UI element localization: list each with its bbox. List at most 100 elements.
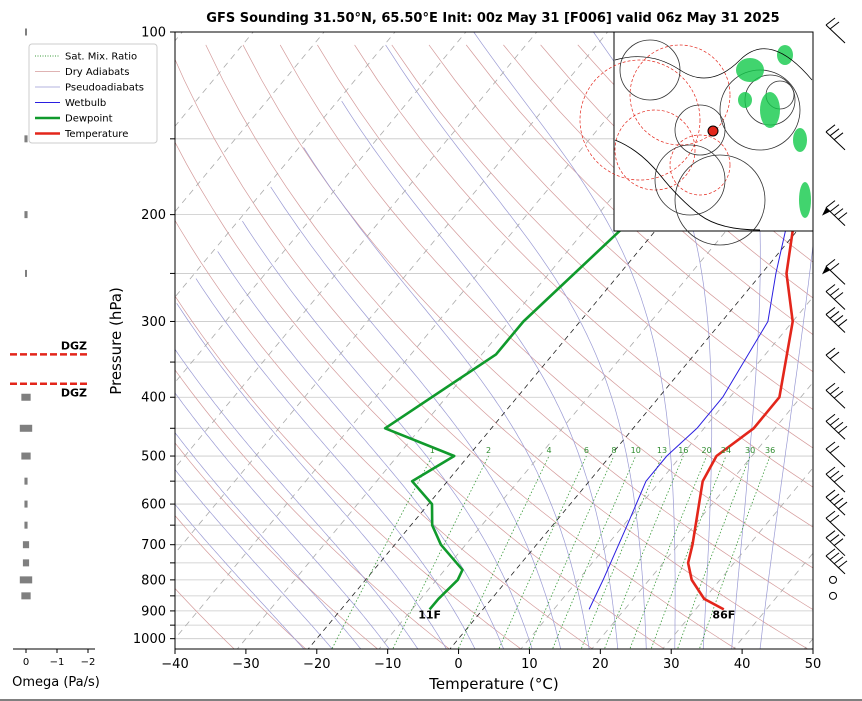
pressure-tick-label: 300 <box>141 315 166 330</box>
dgz-label: DGZ <box>61 387 87 400</box>
wind-barb-feather <box>829 552 840 561</box>
isotherm-line <box>175 32 679 640</box>
inset-precip-area <box>738 92 752 108</box>
wind-barb-feather <box>825 548 836 557</box>
legend-box <box>28 43 158 144</box>
omega-bar <box>24 500 28 508</box>
wind-barb-feather <box>829 311 840 319</box>
omega-bar <box>24 521 28 529</box>
wind-barb-feather <box>825 284 836 292</box>
pressure-tick-label: 100 <box>141 26 166 41</box>
wind-barb <box>825 284 846 310</box>
dry-adiabat-line <box>391 44 813 449</box>
mixing-ratio-labels: 1 2 4 6 8 10 13 16 20 24 30 36 <box>430 446 775 455</box>
mixing-ratio-line <box>629 455 707 649</box>
wind-barb-feather <box>825 347 836 356</box>
wind-barbs <box>812 17 848 649</box>
wind-barb-feather <box>825 441 836 450</box>
dry-adiabat-line <box>175 295 522 649</box>
inset-contour-red <box>629 44 731 146</box>
mixing-ratio-line <box>580 455 663 649</box>
wind-barb <box>825 17 846 44</box>
wind-barb-staff <box>825 389 846 409</box>
moist-adiabat-line <box>303 147 590 649</box>
temperature-tick-label: −20 <box>303 657 330 672</box>
surface-temperature-label: 86F <box>712 608 735 621</box>
isobar-grid <box>175 32 813 640</box>
wind-barb-feather <box>833 292 844 300</box>
dry-adiabat-line <box>279 44 813 569</box>
mixing-ratio-line <box>677 455 751 649</box>
wind-barb-feather <box>837 212 848 221</box>
wind-barb-feather <box>829 514 840 523</box>
wind-barb <box>825 548 848 575</box>
pressure-tick-label: 900 <box>141 604 166 619</box>
wind-barb <box>825 441 846 468</box>
wind-barb-feather <box>829 470 840 479</box>
dry-adiabat-line <box>175 369 450 649</box>
inset-map-contours <box>579 39 813 246</box>
wind-barb-staff <box>825 517 846 537</box>
temperature-tick-label: 50 <box>805 657 822 672</box>
moist-adiabat-line <box>217 251 504 649</box>
omega-bar <box>21 592 31 600</box>
y-axis-label: Pressure (hPa) <box>107 287 125 395</box>
mixing-ratio-label: 36 <box>765 446 775 455</box>
mixing-ratio-label: 24 <box>721 446 731 455</box>
moist-adiabat-line <box>385 44 647 649</box>
isotherm-line <box>378 125 813 649</box>
mixing-ratio-label: 4 <box>546 446 551 455</box>
wind-barb-feather <box>829 534 840 543</box>
isotherm-line <box>591 381 813 649</box>
pressure-tick-label: 500 <box>141 450 166 465</box>
wind-barb-feather <box>837 501 848 510</box>
moist-adiabat-line <box>759 241 813 649</box>
pressure-tick-label: 800 <box>141 573 166 588</box>
omega-bar <box>24 211 28 219</box>
mixing-ratio-line <box>603 455 684 649</box>
dry-adiabat-line <box>175 58 737 649</box>
wind-barb-staff <box>825 131 846 151</box>
legend-label: Dewpoint <box>65 114 113 125</box>
dry-adiabats <box>175 44 813 649</box>
wind-barb-staff <box>825 291 846 310</box>
moist-adiabat-line <box>593 32 713 649</box>
legend-label: Dry Adiabats <box>65 67 129 78</box>
location-marker <box>707 125 719 137</box>
mixing-ratio-label: 6 <box>584 446 589 455</box>
wind-barb-flag <box>822 266 830 275</box>
omega-bar <box>21 452 31 460</box>
surface-labels: 86F 11F <box>418 608 735 621</box>
moist-adiabat-line <box>721 32 761 649</box>
pressure-ticks: 100 200 300 400 500 600 700 800 900 1000 <box>133 26 175 647</box>
wind-barb-feather <box>825 413 836 422</box>
wind-calm-circle <box>829 591 837 600</box>
wind-calm-circle <box>829 575 837 584</box>
moist-adiabat-line <box>473 32 676 649</box>
wind-barb-feather <box>833 421 844 430</box>
dry-adiabat-line <box>175 515 307 649</box>
temperature-tick-label: 20 <box>592 657 609 672</box>
wind-barb <box>825 124 846 151</box>
wind-barb-feather <box>829 21 840 30</box>
legend-label: Sat. Mix. Ratio <box>65 52 137 63</box>
wind-barb-feather <box>825 489 836 498</box>
wind-barb-feather <box>829 386 840 395</box>
wind-barb-feather <box>825 510 836 519</box>
wind-barb-feather <box>825 124 836 133</box>
dry-adiabat-line <box>175 442 379 649</box>
dgz-lines: DGZ DGZ <box>10 339 87 400</box>
wind-barb-feather <box>825 307 836 315</box>
mixing-ratio-label: 30 <box>745 446 755 455</box>
mixing-ratio-label: 20 <box>702 446 712 455</box>
moist-adiabat-line <box>175 468 333 649</box>
dry-adiabat-line <box>465 44 813 373</box>
legend-items: Sat. Mix. Ratio Dry Adiabats Pseudoadiabat… <box>35 52 144 140</box>
pressure-tick-label: 1000 <box>133 632 166 647</box>
wind-barb-feather <box>837 319 848 327</box>
wind-barb-feather <box>829 263 840 271</box>
inset-precip-area <box>760 92 780 128</box>
wind-barb-feather <box>833 390 844 399</box>
moist-adiabat-line <box>175 432 362 649</box>
wind-barb-feather <box>829 445 840 454</box>
